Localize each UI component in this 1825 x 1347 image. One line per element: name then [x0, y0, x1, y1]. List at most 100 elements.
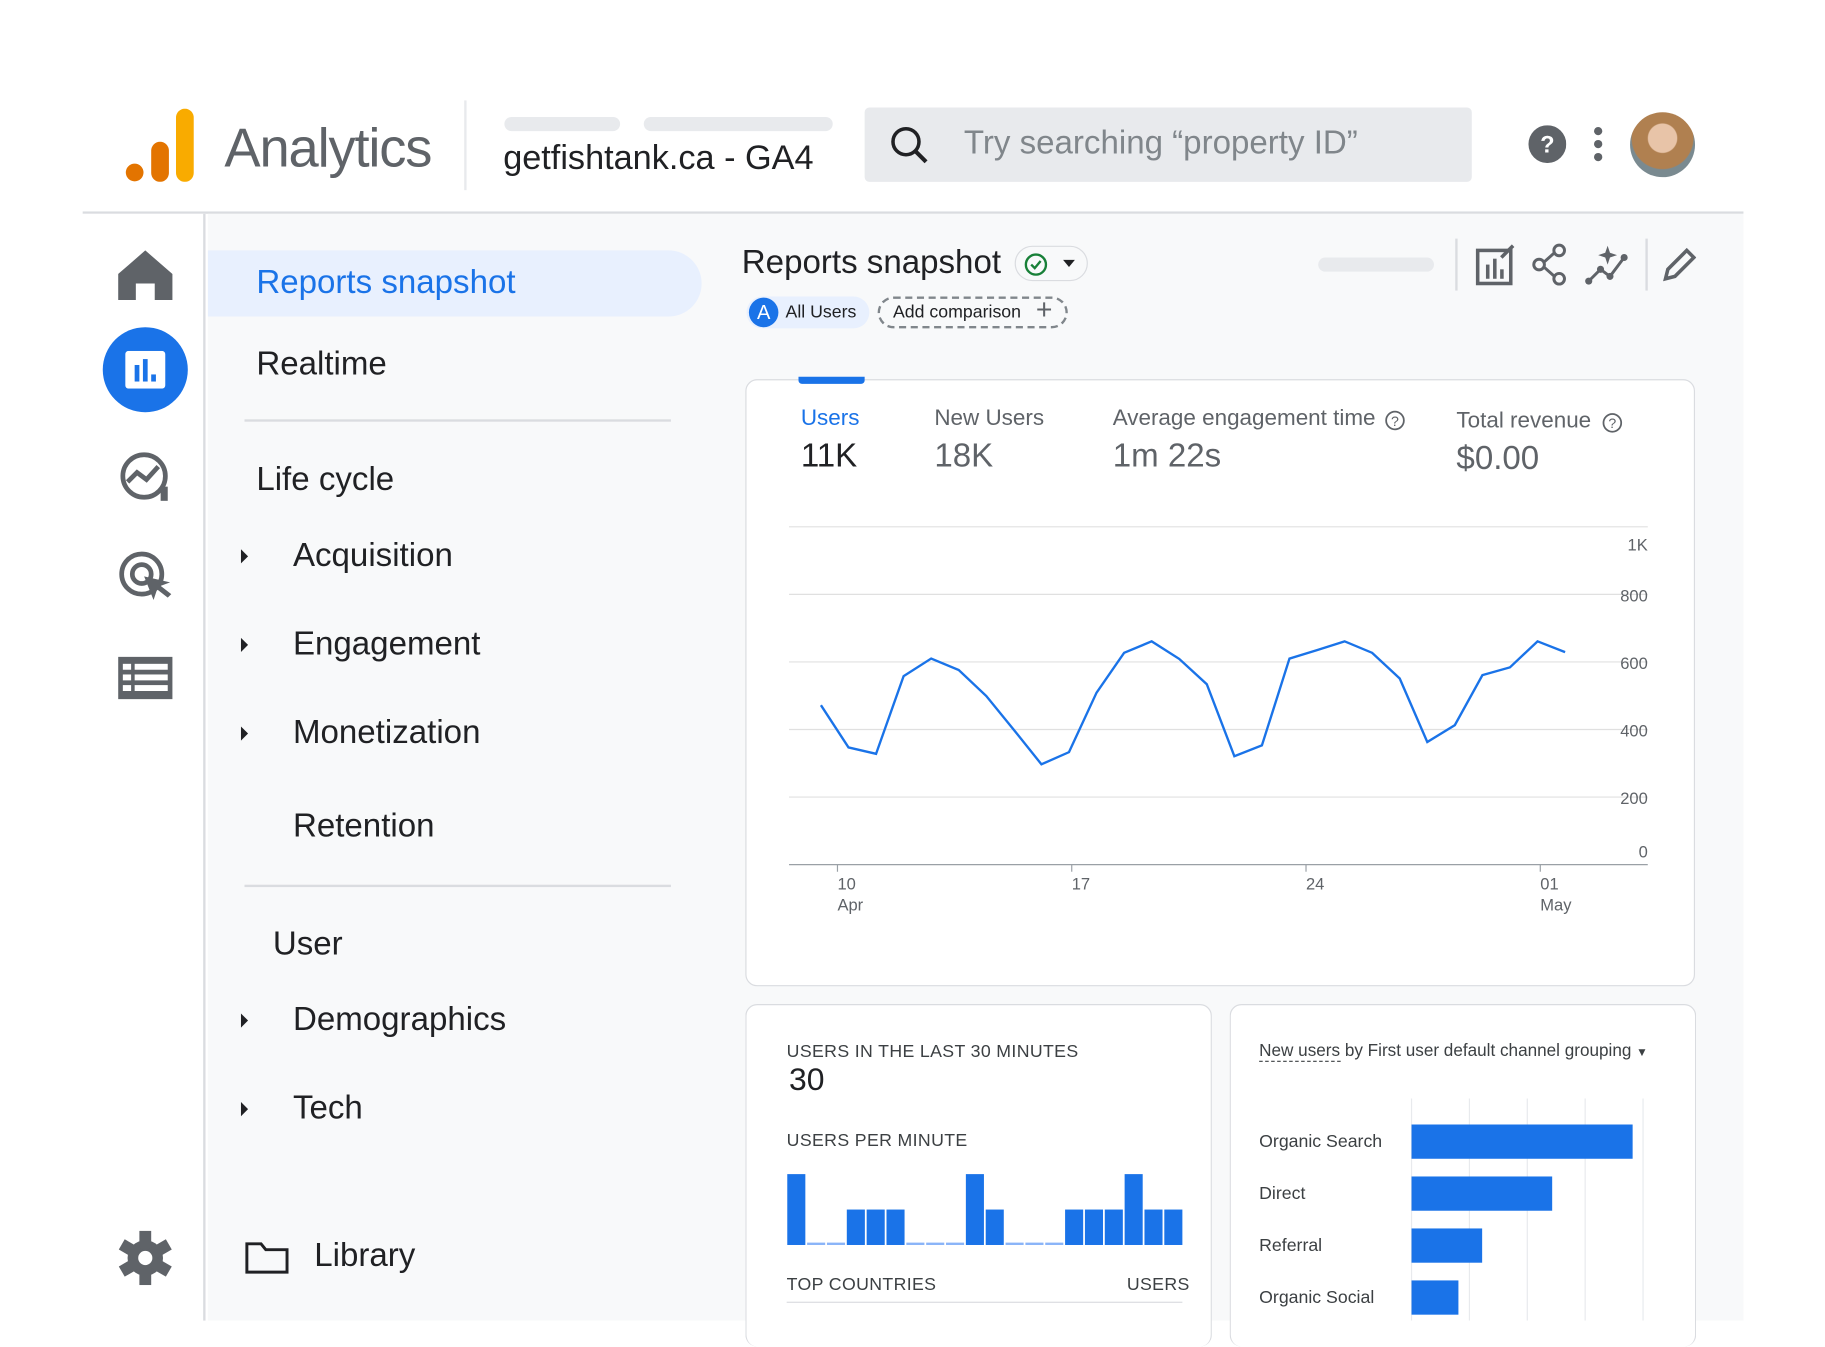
- x-tick-label: 17: [1072, 874, 1090, 893]
- chevron-down-icon: [1063, 260, 1075, 267]
- minute-bar: [1006, 1243, 1024, 1245]
- minute-bar: [1164, 1210, 1182, 1245]
- nav-item-reports-snapshot[interactable]: Reports snapshot: [208, 250, 702, 316]
- expand-icon: [241, 549, 248, 563]
- minute-bar: [886, 1210, 904, 1245]
- search-placeholder: Try searching “property ID”: [964, 124, 1358, 162]
- reports-icon[interactable]: [103, 327, 188, 412]
- metric-value: $0.00: [1456, 439, 1539, 477]
- minute-bar: [807, 1243, 825, 1245]
- metric-label: Average engagement time: [1113, 406, 1376, 432]
- edit-icon[interactable]: [1661, 246, 1696, 284]
- minute-bar: [1105, 1210, 1123, 1245]
- more-vert-icon[interactable]: [1590, 125, 1607, 163]
- x-tick-label: 01: [1540, 874, 1558, 893]
- avatar[interactable]: [1630, 112, 1695, 177]
- search-icon: [888, 124, 931, 167]
- y-tick-label: 800: [1620, 586, 1648, 605]
- nav-label: Reports snapshot: [256, 263, 515, 301]
- metric-value: 1m 22s: [1113, 437, 1221, 475]
- nav-divider: [245, 419, 671, 421]
- svg-text:?: ?: [1391, 414, 1399, 430]
- top-countries-header: TOP COUNTRIES: [787, 1275, 937, 1295]
- help-outline-icon[interactable]: ?: [1384, 410, 1405, 431]
- metric-link[interactable]: New users: [1259, 1042, 1340, 1062]
- selected-tab-indicator: [798, 377, 864, 384]
- nav-divider: [245, 885, 671, 887]
- segment-chip[interactable]: A All Users: [747, 296, 870, 328]
- home-icon[interactable]: [118, 250, 172, 300]
- minute-bar: [966, 1174, 984, 1245]
- status-dropdown[interactable]: [1015, 246, 1088, 281]
- nav-item-retention[interactable]: Retention: [293, 807, 435, 845]
- channel-dimension-selector[interactable]: New users by First user default channel …: [1259, 1042, 1648, 1061]
- help-outline-icon[interactable]: ?: [1602, 412, 1623, 433]
- nav-label: Tech: [293, 1089, 363, 1127]
- nav-label: Library: [314, 1237, 415, 1275]
- users-per-minute-label: USERS PER MINUTE: [787, 1130, 968, 1150]
- channel-bar: [1412, 1228, 1483, 1262]
- explore-icon[interactable]: [118, 451, 172, 503]
- expand-icon: [241, 1013, 248, 1027]
- minute-bar: [827, 1243, 845, 1245]
- x-tick-month: May: [1540, 896, 1572, 915]
- expand-icon: [241, 1102, 248, 1116]
- header-divider: [464, 100, 466, 190]
- minute-bar: [926, 1243, 944, 1245]
- list-icon[interactable]: [118, 657, 172, 700]
- metric-value: 11K: [801, 437, 857, 475]
- nav-item-realtime[interactable]: Realtime: [256, 345, 387, 383]
- share-icon[interactable]: [1531, 243, 1569, 286]
- search-input[interactable]: Try searching “property ID”: [865, 107, 1472, 181]
- minute-bar: [847, 1210, 865, 1245]
- page-title: Reports snapshot: [742, 243, 1001, 281]
- nav-label: Demographics: [293, 1000, 506, 1038]
- date-range-placeholder[interactable]: [1318, 258, 1434, 272]
- expand-icon: [241, 638, 248, 652]
- channel-label: Organic Search: [1259, 1131, 1382, 1151]
- table-divider: [787, 1302, 1183, 1303]
- y-tick-label: 200: [1620, 789, 1648, 808]
- svg-text:?: ?: [1540, 132, 1554, 158]
- minute-bar: [867, 1210, 885, 1245]
- minute-bar: [787, 1174, 805, 1245]
- settings-icon[interactable]: [118, 1231, 172, 1285]
- x-tick-label: 10: [837, 874, 855, 893]
- add-comparison-button[interactable]: Add comparison +: [878, 296, 1068, 328]
- minute-bar: [1125, 1174, 1143, 1245]
- nav-label: Acquisition: [293, 536, 453, 574]
- metric-label: Users: [801, 406, 860, 432]
- minute-bar: [1045, 1243, 1063, 1245]
- minute-bar: [906, 1243, 924, 1245]
- toolbar-divider: [1645, 239, 1647, 291]
- account-placeholder[interactable]: [504, 117, 620, 131]
- minute-bar: [1065, 1210, 1083, 1245]
- metric-label: New Users: [934, 406, 1044, 432]
- folder-icon: [245, 1239, 290, 1274]
- y-tick-label: 600: [1620, 654, 1648, 673]
- property-placeholder[interactable]: [644, 117, 833, 131]
- customize-report-icon[interactable]: [1475, 243, 1515, 286]
- channel-label: Referral: [1259, 1235, 1322, 1255]
- minute-bar: [1144, 1210, 1162, 1245]
- help-icon[interactable]: ?: [1528, 125, 1566, 163]
- segment-badge: A: [749, 298, 779, 328]
- segment-label: All Users: [785, 302, 856, 322]
- y-tick-label: 400: [1620, 722, 1648, 741]
- channel-label: Organic Social: [1259, 1287, 1374, 1307]
- dropdown-arrow-icon: ▼: [1636, 1047, 1648, 1060]
- minute-bar: [1025, 1243, 1043, 1245]
- nav-section-lifecycle[interactable]: Life cycle: [256, 461, 394, 499]
- property-selector[interactable]: getfishtank.ca - GA4: [503, 139, 813, 178]
- channel-bar: [1412, 1280, 1459, 1314]
- realtime-title: USERS IN THE LAST 30 MINUTES: [787, 1042, 1079, 1062]
- check-circle-icon: [1024, 253, 1048, 277]
- plus-icon: +: [1036, 294, 1053, 327]
- nav-section-user[interactable]: User: [273, 925, 343, 963]
- analytics-logo-icon: [125, 109, 196, 182]
- app-name: Analytics: [224, 116, 431, 180]
- insights-icon[interactable]: [1584, 243, 1629, 286]
- advertising-icon[interactable]: [118, 550, 172, 602]
